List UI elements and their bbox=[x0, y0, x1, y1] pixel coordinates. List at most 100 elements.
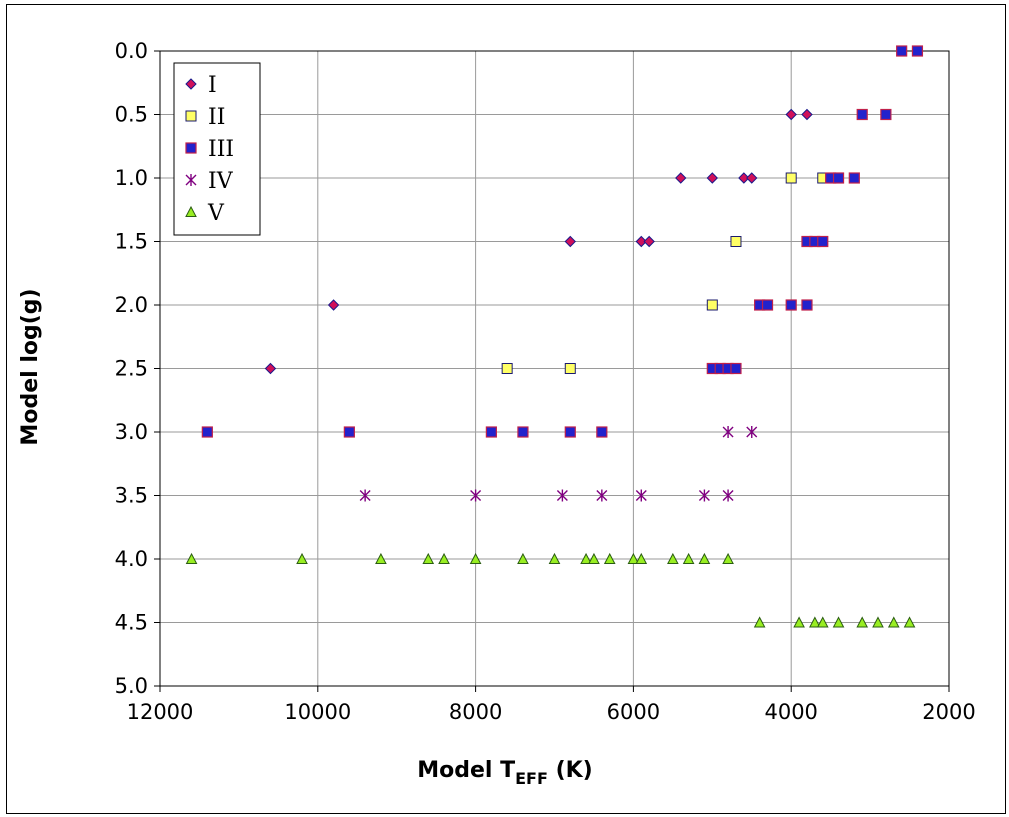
data-points bbox=[185, 45, 924, 628]
legend-item-ii: II bbox=[185, 105, 225, 130]
data-point-v bbox=[856, 616, 869, 628]
y-tick-label: 1.0 bbox=[115, 166, 148, 190]
data-point-iii bbox=[801, 299, 813, 311]
data-point-iii bbox=[856, 108, 868, 121]
data-point-v bbox=[588, 552, 600, 564]
data-point-iii bbox=[785, 299, 797, 311]
legend-marker bbox=[185, 78, 197, 90]
data-point-v bbox=[185, 552, 198, 564]
x-tick-label: 4000 bbox=[764, 700, 817, 724]
data-point-v bbox=[517, 552, 529, 564]
data-point-iii bbox=[832, 172, 845, 184]
data-point-iii bbox=[911, 45, 924, 57]
data-point-v bbox=[580, 552, 592, 564]
data-point-iv bbox=[722, 426, 734, 438]
data-point-i bbox=[643, 235, 655, 248]
data-point-ii bbox=[564, 363, 576, 374]
data-point-v bbox=[438, 552, 450, 564]
data-point-iii bbox=[343, 426, 355, 438]
series-v bbox=[185, 552, 916, 628]
legend-marker bbox=[185, 142, 197, 154]
data-point-iii bbox=[485, 426, 497, 438]
legend-item-iii: III bbox=[185, 137, 234, 162]
data-point-iii bbox=[817, 235, 829, 248]
y-tick-label: 2.0 bbox=[115, 293, 148, 317]
y-tick-label: 0.5 bbox=[115, 103, 148, 127]
x-tick-label: 6000 bbox=[607, 700, 660, 724]
y-tick-label: 3.0 bbox=[115, 420, 148, 444]
x-tick-label: 10000 bbox=[284, 700, 351, 724]
legend-marker bbox=[185, 110, 197, 122]
data-point-iii bbox=[880, 108, 892, 121]
data-point-v bbox=[832, 616, 845, 628]
data-point-v bbox=[872, 616, 884, 628]
data-point-iv bbox=[470, 489, 482, 502]
legend-item-i: I bbox=[185, 73, 217, 98]
x-axis-title: Model TEFF (K) bbox=[417, 758, 593, 788]
y-tick-label: 0.0 bbox=[115, 39, 148, 63]
data-point-i bbox=[706, 172, 719, 184]
data-point-v bbox=[793, 616, 805, 628]
data-point-ii bbox=[785, 172, 797, 184]
y-tick-label: 5.0 bbox=[115, 674, 148, 698]
data-point-v bbox=[375, 552, 387, 564]
data-point-v bbox=[469, 552, 482, 564]
data-point-v bbox=[667, 552, 679, 564]
data-point-iv bbox=[596, 489, 608, 502]
y-tick-label: 1.5 bbox=[115, 230, 148, 254]
data-point-ii bbox=[501, 363, 513, 374]
data-point-v bbox=[603, 552, 616, 564]
x-tick-label: 12000 bbox=[127, 700, 194, 724]
chart-frame: 0.0 0.5 1.0 1.5 2.0 2.5 3.0 3.5 4.0 4.5 5.0 12000 10… bbox=[6, 4, 1006, 814]
data-point-v bbox=[635, 552, 648, 564]
data-point-iii bbox=[564, 426, 576, 438]
series-iv bbox=[359, 426, 758, 502]
grid bbox=[159, 50, 950, 687]
data-point-i bbox=[675, 172, 687, 184]
data-point-v bbox=[887, 616, 900, 628]
legend-marker bbox=[185, 205, 197, 217]
legend-label: V bbox=[207, 201, 225, 226]
data-point-v bbox=[548, 552, 561, 564]
data-point-iv bbox=[698, 489, 710, 502]
x-axis-title-suffix: (K) bbox=[548, 758, 593, 783]
data-point-iii bbox=[730, 362, 742, 375]
y-tick-label: 2.5 bbox=[115, 357, 148, 381]
x-tick-label: 2000 bbox=[922, 700, 975, 724]
data-point-v bbox=[722, 552, 734, 564]
y-tick-label: 4.5 bbox=[115, 611, 148, 635]
data-point-i bbox=[264, 362, 277, 375]
x-tick-label: 8000 bbox=[449, 700, 502, 724]
legend-label: II bbox=[208, 105, 225, 130]
data-point-iii bbox=[201, 426, 213, 438]
data-point-i bbox=[785, 108, 797, 121]
data-point-i bbox=[327, 299, 340, 311]
data-point-i bbox=[738, 172, 750, 184]
series-i bbox=[264, 108, 813, 375]
y-tick-label: 4.0 bbox=[115, 547, 148, 571]
legend-label: III bbox=[208, 137, 234, 162]
data-point-iv bbox=[722, 489, 734, 502]
y-tick-label: 3.5 bbox=[115, 484, 148, 508]
y-axis-title: Model log(g) bbox=[18, 288, 43, 445]
data-point-iii bbox=[517, 426, 529, 438]
legend-item-v: V bbox=[185, 201, 225, 226]
series-ii bbox=[501, 172, 829, 374]
x-axis-title-subscript: EFF bbox=[515, 769, 548, 788]
legend-marker bbox=[185, 174, 197, 186]
legend-item-iv: IV bbox=[185, 169, 234, 194]
data-point-iii bbox=[596, 426, 608, 438]
data-point-v bbox=[627, 552, 640, 564]
data-point-v bbox=[753, 616, 766, 628]
data-point-iii bbox=[761, 299, 774, 311]
data-point-iv bbox=[635, 489, 647, 502]
data-point-ii bbox=[706, 299, 718, 311]
data-point-iv bbox=[359, 489, 371, 502]
data-point-v bbox=[903, 616, 916, 628]
data-point-iv bbox=[556, 489, 568, 502]
data-point-iii bbox=[848, 172, 860, 184]
series-iii bbox=[201, 45, 924, 438]
